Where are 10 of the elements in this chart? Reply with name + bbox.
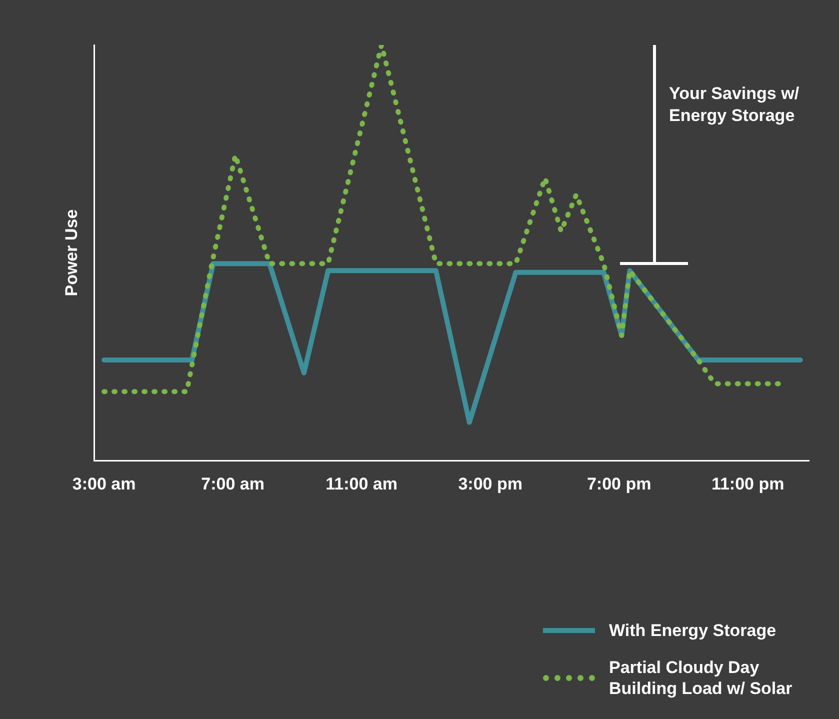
x-tick-label: 11:00 pm [711, 474, 784, 494]
legend-label: With Energy Storage [609, 620, 778, 641]
x-tick-label: 3:00 pm [458, 474, 522, 494]
legend-label: Partial Cloudy Day Building Load w/ Solar [609, 657, 794, 699]
annotation: Your Savings w/ Energy Storage [669, 83, 800, 127]
x-tick-label: 11:00 am [326, 474, 398, 494]
x-tick-label: 7:00 pm [586, 474, 652, 494]
y-axis-title: Power Use [62, 209, 81, 296]
x-tick-label: 3:00 am [72, 474, 136, 494]
x-tick-label: 7:00 am [201, 474, 264, 494]
